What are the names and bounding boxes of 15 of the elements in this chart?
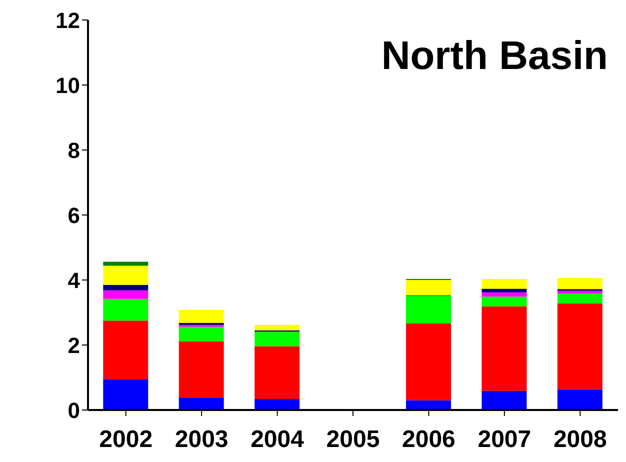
x-tick-label: 2008 — [553, 426, 607, 454]
y-tick-label: 6 — [68, 202, 80, 228]
x-tick-label: 2006 — [402, 426, 456, 454]
x-tick-label: 2005 — [326, 426, 380, 454]
y-tick-label: 4 — [68, 268, 81, 293]
x-tick-label: 2002 — [99, 426, 153, 454]
y-tick-label: 2 — [68, 332, 80, 358]
x-tick-label: 2003 — [174, 426, 228, 454]
y-tick-label: 8 — [68, 138, 80, 163]
chart-title: North Basin — [381, 34, 608, 79]
y-tick-label: 0 — [68, 398, 80, 423]
x-tick-label: 2004 — [250, 426, 305, 454]
y-tick-label: 12 — [56, 8, 80, 33]
y-tick-label: 10 — [56, 72, 80, 98]
x-tick-label: 2007 — [478, 426, 532, 454]
